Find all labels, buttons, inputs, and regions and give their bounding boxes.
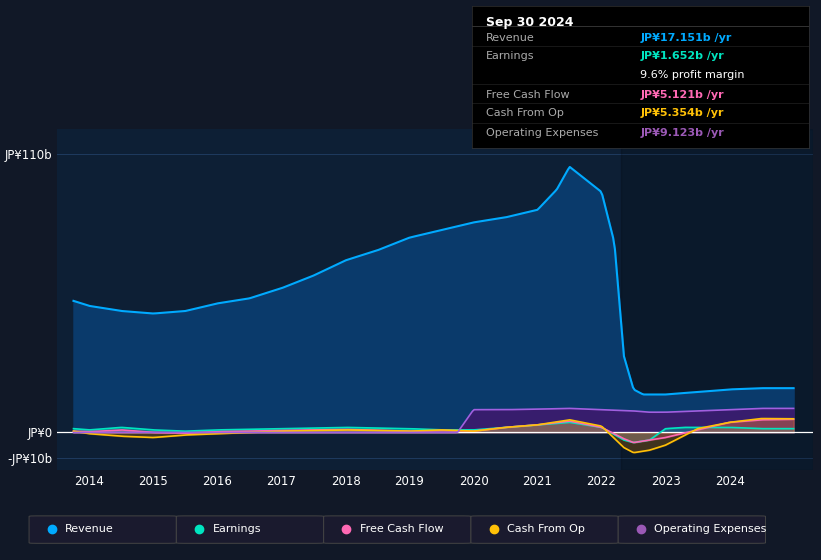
Text: Earnings: Earnings <box>485 52 534 61</box>
Text: JP¥5.121b /yr: JP¥5.121b /yr <box>640 90 724 100</box>
Text: JP¥1.652b /yr: JP¥1.652b /yr <box>640 52 724 61</box>
Bar <box>621 129 813 470</box>
Text: JP¥17.151b /yr: JP¥17.151b /yr <box>640 32 732 43</box>
Text: Cash From Op: Cash From Op <box>485 109 563 118</box>
Text: Free Cash Flow: Free Cash Flow <box>360 524 443 534</box>
Text: 9.6% profit margin: 9.6% profit margin <box>640 70 745 80</box>
FancyBboxPatch shape <box>29 516 177 543</box>
Text: Earnings: Earnings <box>213 524 261 534</box>
Text: Free Cash Flow: Free Cash Flow <box>485 90 569 100</box>
FancyBboxPatch shape <box>618 516 765 543</box>
Text: Revenue: Revenue <box>66 524 114 534</box>
Text: JP¥5.354b /yr: JP¥5.354b /yr <box>640 109 724 118</box>
Text: Operating Expenses: Operating Expenses <box>654 524 767 534</box>
FancyBboxPatch shape <box>471 516 618 543</box>
Text: JP¥9.123b /yr: JP¥9.123b /yr <box>640 128 724 138</box>
Text: Operating Expenses: Operating Expenses <box>485 128 598 138</box>
FancyBboxPatch shape <box>177 516 323 543</box>
Text: Sep 30 2024: Sep 30 2024 <box>485 16 573 29</box>
Text: Revenue: Revenue <box>485 32 534 43</box>
Text: Cash From Op: Cash From Op <box>507 524 585 534</box>
FancyBboxPatch shape <box>323 516 471 543</box>
